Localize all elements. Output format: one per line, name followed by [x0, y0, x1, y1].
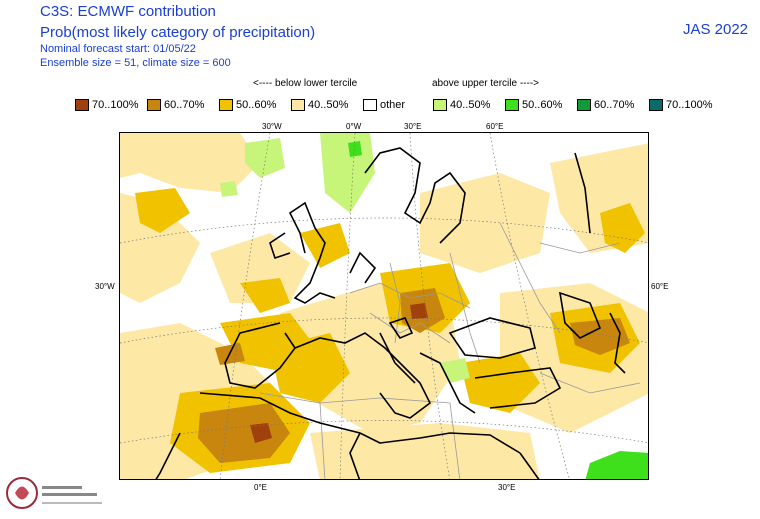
legend-label: 60..70% — [164, 99, 205, 111]
legend-item: 60..70% — [147, 98, 204, 112]
legend-label: 70..100% — [666, 99, 713, 111]
legend-label: 50..60% — [522, 99, 563, 111]
above-50-60-areas — [348, 141, 648, 479]
legend-swatch — [291, 99, 305, 111]
legend-item: 70..100% — [75, 98, 138, 112]
lon-label-top: 60°E — [486, 122, 504, 131]
season-label: JAS 2022 — [682, 21, 748, 38]
above-40-50-areas — [220, 133, 470, 383]
lon-label-top: 0°W — [346, 122, 362, 131]
legend-label: 70..100% — [92, 99, 139, 111]
legend-item: 40..50% — [433, 98, 490, 112]
title: C3S: ECMWF contribution — [40, 3, 216, 20]
legend-item: 70..100% — [649, 98, 712, 112]
graticule — [120, 133, 648, 479]
legend-swatch — [649, 99, 663, 111]
logo-mark — [6, 477, 102, 509]
legend-swatch — [219, 99, 233, 111]
legend-item: 40..50% — [291, 98, 348, 112]
legend-below-heading: <---- below lower tercile — [253, 78, 358, 89]
probability-map — [119, 132, 649, 480]
ensemble-info: Ensemble size = 51, climate size = 600 — [40, 57, 231, 69]
lat-label-left: 30°W — [95, 282, 115, 291]
map-canvas — [120, 133, 648, 479]
legend-item: 50..60% — [219, 98, 276, 112]
legend-swatch — [433, 99, 447, 111]
lon-label-top: 30°E — [404, 122, 422, 131]
legend-label: 50..60% — [236, 99, 277, 111]
climate-change-service-logo — [4, 472, 114, 514]
below-70-100-areas — [250, 303, 428, 443]
legend-item: other — [363, 98, 405, 112]
legend-label: other — [380, 99, 406, 111]
legend-label: 40..50% — [308, 99, 349, 111]
lon-label-bottom: 30°E — [498, 483, 516, 492]
coastlines — [155, 147, 626, 479]
forecast-start: Nominal forecast start: 01/05/22 — [40, 43, 196, 55]
country-borders — [259, 222, 641, 479]
legend-swatch — [363, 99, 377, 111]
subtitle: Prob(most likely category of precipitati… — [40, 24, 316, 41]
legend-swatch — [147, 99, 161, 111]
legend-swatch — [505, 99, 519, 111]
legend-item: 50..60% — [505, 98, 562, 112]
lat-label-right: 60°E — [651, 282, 669, 291]
lon-label-bottom: 0°E — [254, 483, 267, 492]
legend-label: 60..70% — [594, 99, 635, 111]
legend-swatch — [577, 99, 591, 111]
legend-label: 40..50% — [450, 99, 491, 111]
lon-label-top: 30°W — [262, 122, 282, 131]
legend-swatch — [75, 99, 89, 111]
legend-above-heading: above upper tercile ----> — [432, 78, 539, 89]
legend-item: 60..70% — [577, 98, 634, 112]
